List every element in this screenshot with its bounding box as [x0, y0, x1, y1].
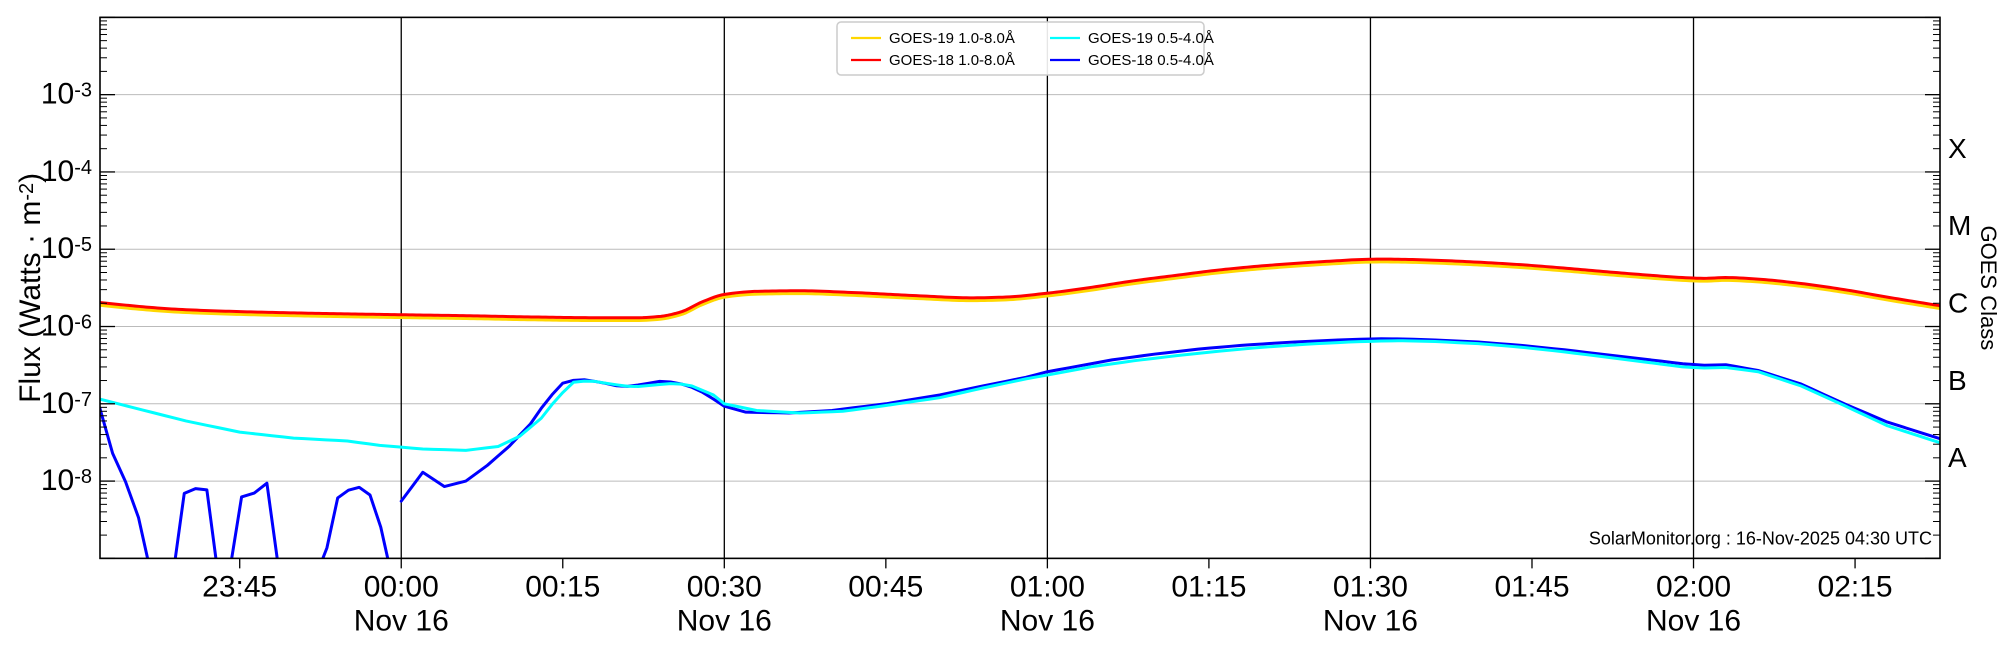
svg-text:02:15: 02:15 [1818, 570, 1893, 603]
svg-text:GOES-18 0.5-4.0Å: GOES-18 0.5-4.0Å [1088, 52, 1214, 69]
svg-text:B: B [1948, 365, 1967, 396]
svg-text:GOES-19 0.5-4.0Å: GOES-19 0.5-4.0Å [1088, 30, 1214, 47]
svg-text:GOES-18 1.0-8.0Å: GOES-18 1.0-8.0Å [889, 52, 1015, 69]
svg-text:00:30: 00:30 [687, 570, 762, 603]
svg-text:Nov 16: Nov 16 [1000, 604, 1095, 637]
svg-text:Nov 16: Nov 16 [1646, 604, 1741, 637]
svg-text:A: A [1948, 442, 1967, 473]
svg-text:02:00: 02:00 [1656, 570, 1731, 603]
svg-text:Nov 16: Nov 16 [677, 604, 772, 637]
svg-text:SolarMonitor.org : 16-Nov-2025: SolarMonitor.org : 16-Nov-2025 04:30 UTC [1589, 528, 1932, 548]
svg-text:01:00: 01:00 [1010, 570, 1085, 603]
svg-text:01:15: 01:15 [1171, 570, 1246, 603]
svg-text:01:45: 01:45 [1494, 570, 1569, 603]
svg-text:C: C [1948, 288, 1968, 319]
svg-text:00:45: 00:45 [848, 570, 923, 603]
svg-text:Nov 16: Nov 16 [1323, 604, 1418, 637]
svg-text:GOES Class: GOES Class [1976, 226, 2000, 351]
svg-text:01:30: 01:30 [1333, 570, 1408, 603]
svg-text:00:00: 00:00 [364, 570, 439, 603]
svg-text:X: X [1948, 133, 1967, 164]
svg-text:Time (UTC): Time (UTC) [937, 644, 1103, 650]
svg-text:00:15: 00:15 [525, 570, 600, 603]
svg-text:Nov 16: Nov 16 [354, 604, 449, 637]
svg-text:23:45: 23:45 [202, 570, 277, 603]
svg-text:Flux (Watts · m-2): Flux (Watts · m-2) [14, 173, 47, 403]
svg-text:M: M [1948, 210, 1971, 241]
svg-text:GOES-19 1.0-8.0Å: GOES-19 1.0-8.0Å [889, 30, 1015, 47]
